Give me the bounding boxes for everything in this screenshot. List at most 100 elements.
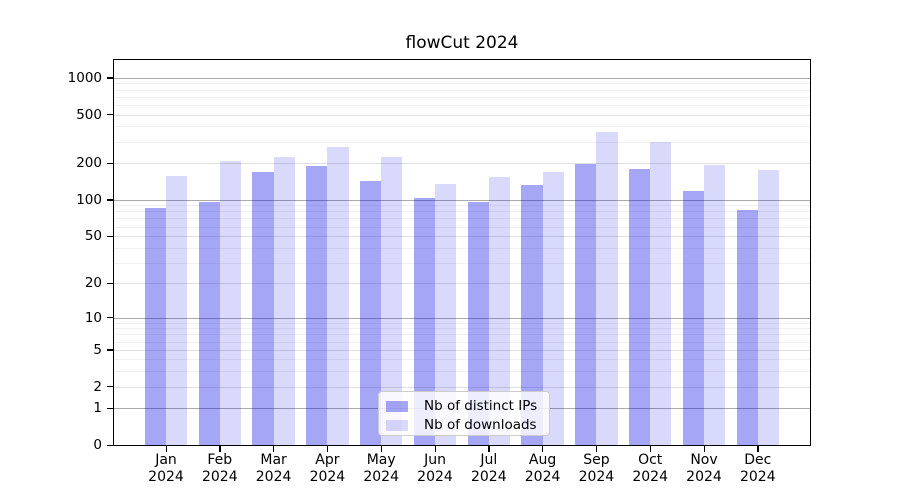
x-tick-label-line: Apr — [315, 452, 340, 468]
x-tick-label-line: 2024 — [632, 469, 668, 485]
x-tick-label-line: Aug — [528, 452, 557, 468]
legend-swatch-distinct-ips — [386, 400, 408, 412]
x-tick-mark-mar-2024 — [273, 445, 275, 452]
x-tick-label-line: May — [366, 452, 396, 468]
bar-nb-of-distinct-ips-aug-2024 — [521, 185, 543, 445]
y-tick-mark-10 — [107, 317, 114, 319]
gridline-200 — [114, 163, 810, 165]
x-tick-mark-nov-2024 — [703, 445, 705, 452]
bar-nb-of-distinct-ips-mar-2024 — [252, 172, 274, 445]
gridline-minor-90 — [114, 205, 810, 207]
gridline-50 — [114, 236, 810, 238]
y-tick-label-1: 1 — [93, 400, 102, 417]
x-tick-label-line: 2024 — [309, 469, 346, 485]
gridline-minor-600 — [114, 104, 810, 106]
gridline-minor-3 — [114, 371, 810, 373]
bar-nb-of-downloads-jun-2024 — [435, 183, 457, 445]
bar-nb-of-distinct-ips-feb-2024 — [198, 201, 220, 445]
x-tick-mark-may-2024 — [380, 445, 382, 452]
gridline-minor-9 — [114, 322, 810, 324]
gridline-5 — [114, 349, 810, 351]
x-tick-label-line: Sep — [583, 452, 610, 468]
chart-title: flowCut 2024 — [405, 33, 519, 53]
legend-label-distinct-ips: Nb of distinct IPs — [424, 397, 538, 414]
bar-nb-of-distinct-ips-sep-2024 — [575, 163, 597, 445]
x-tick-mark-sep-2024 — [595, 445, 598, 452]
gridline-minor-8 — [114, 328, 810, 330]
gridline-100 — [114, 199, 810, 201]
bar-nb-of-downloads-dec-2024 — [757, 170, 779, 445]
x-tick-label-aug-2024: Aug 2024 — [511, 452, 575, 486]
bar-nb-of-distinct-ips-jul-2024 — [467, 201, 489, 445]
bar-nb-of-distinct-ips-may-2024 — [360, 180, 382, 445]
gridline-minor-60 — [114, 226, 810, 228]
x-tick-label-line: 2024 — [363, 469, 399, 485]
gridline-minor-900 — [114, 83, 810, 85]
bar-nb-of-downloads-jan-2024 — [166, 175, 188, 445]
bar-nb-of-downloads-jul-2024 — [488, 176, 510, 445]
x-tick-label-oct-2024: Oct 2024 — [618, 452, 682, 486]
bar-nb-of-downloads-mar-2024 — [273, 156, 295, 445]
y-tick-mark-1000 — [107, 77, 114, 79]
y-tick-mark-0 — [107, 444, 114, 446]
gridline-20 — [114, 283, 810, 285]
gridline-minor-40 — [114, 247, 810, 249]
gridline-2 — [114, 386, 810, 388]
y-tick-mark-20 — [107, 282, 114, 284]
gridline-minor-80 — [114, 211, 810, 213]
x-tick-label-line: 2024 — [417, 469, 453, 485]
x-tick-label-line: Oct — [638, 452, 663, 468]
x-tick-label-line: 2024 — [686, 469, 722, 485]
y-tick-label-2: 2 — [93, 378, 102, 395]
y-tick-mark-1 — [107, 407, 114, 409]
x-tick-label-mar-2024: Mar 2024 — [242, 452, 306, 486]
y-tick-label-100: 100 — [76, 191, 102, 208]
y-tick-label-500: 500 — [76, 106, 102, 123]
x-tick-mark-jul-2024 — [488, 445, 490, 452]
gridline-minor-7 — [114, 334, 810, 336]
x-tick-label-jun-2024: Jun 2024 — [403, 452, 467, 486]
bar-nb-of-distinct-ips-dec-2024 — [736, 210, 758, 445]
y-tick-mark-50 — [107, 235, 114, 237]
legend-label-downloads: Nb of downloads — [424, 416, 537, 433]
y-tick-mark-2 — [107, 386, 114, 388]
bar-nb-of-distinct-ips-nov-2024 — [682, 191, 704, 445]
bar-nb-of-downloads-may-2024 — [381, 157, 403, 445]
x-tick-label-may-2024: May 2024 — [349, 452, 413, 486]
y-tick-mark-5 — [107, 349, 114, 351]
x-tick-label-line: 2024 — [201, 469, 238, 485]
gridline-10 — [114, 317, 810, 319]
x-tick-label-sep-2024: Sep 2024 — [564, 452, 628, 486]
x-tick-label-line: 2024 — [255, 469, 292, 485]
gridline-minor-30 — [114, 262, 810, 264]
gridline-1000 — [114, 77, 810, 79]
gridline-500 — [114, 114, 810, 116]
x-tick-mark-jun-2024 — [434, 445, 436, 452]
y-tick-label-50: 50 — [84, 228, 102, 245]
y-tick-label-20: 20 — [84, 275, 102, 292]
plot-area — [113, 59, 811, 446]
bar-nb-of-downloads-aug-2024 — [542, 172, 564, 445]
x-tick-mark-apr-2024 — [326, 445, 329, 452]
x-tick-label-line: 2024 — [148, 469, 184, 485]
x-tick-label-line: Jun — [424, 452, 446, 468]
bar-nb-of-downloads-nov-2024 — [704, 164, 726, 445]
gridline-minor-4 — [114, 359, 810, 361]
y-tick-label-5: 5 — [93, 341, 102, 358]
x-tick-label-line: Jan — [155, 452, 177, 468]
legend-swatch-downloads — [386, 419, 408, 431]
x-tick-label-apr-2024: Apr 2024 — [295, 452, 359, 486]
bar-nb-of-distinct-ips-apr-2024 — [306, 165, 328, 445]
x-tick-mark-jan-2024 — [165, 445, 167, 452]
bar-nb-of-distinct-ips-jan-2024 — [144, 207, 166, 445]
x-tick-label-line: Dec — [744, 452, 772, 468]
bar-nb-of-distinct-ips-oct-2024 — [629, 169, 651, 445]
x-tick-label-line: 2024 — [524, 469, 561, 485]
gridline-minor-400 — [114, 126, 810, 128]
x-tick-label-line: 2024 — [470, 469, 507, 485]
gridline-minor-70 — [114, 218, 810, 220]
legend: Nb of distinct IPs Nb of downloads — [378, 391, 550, 436]
bar-nb-of-downloads-feb-2024 — [219, 160, 241, 445]
y-tick-mark-200 — [107, 162, 114, 164]
